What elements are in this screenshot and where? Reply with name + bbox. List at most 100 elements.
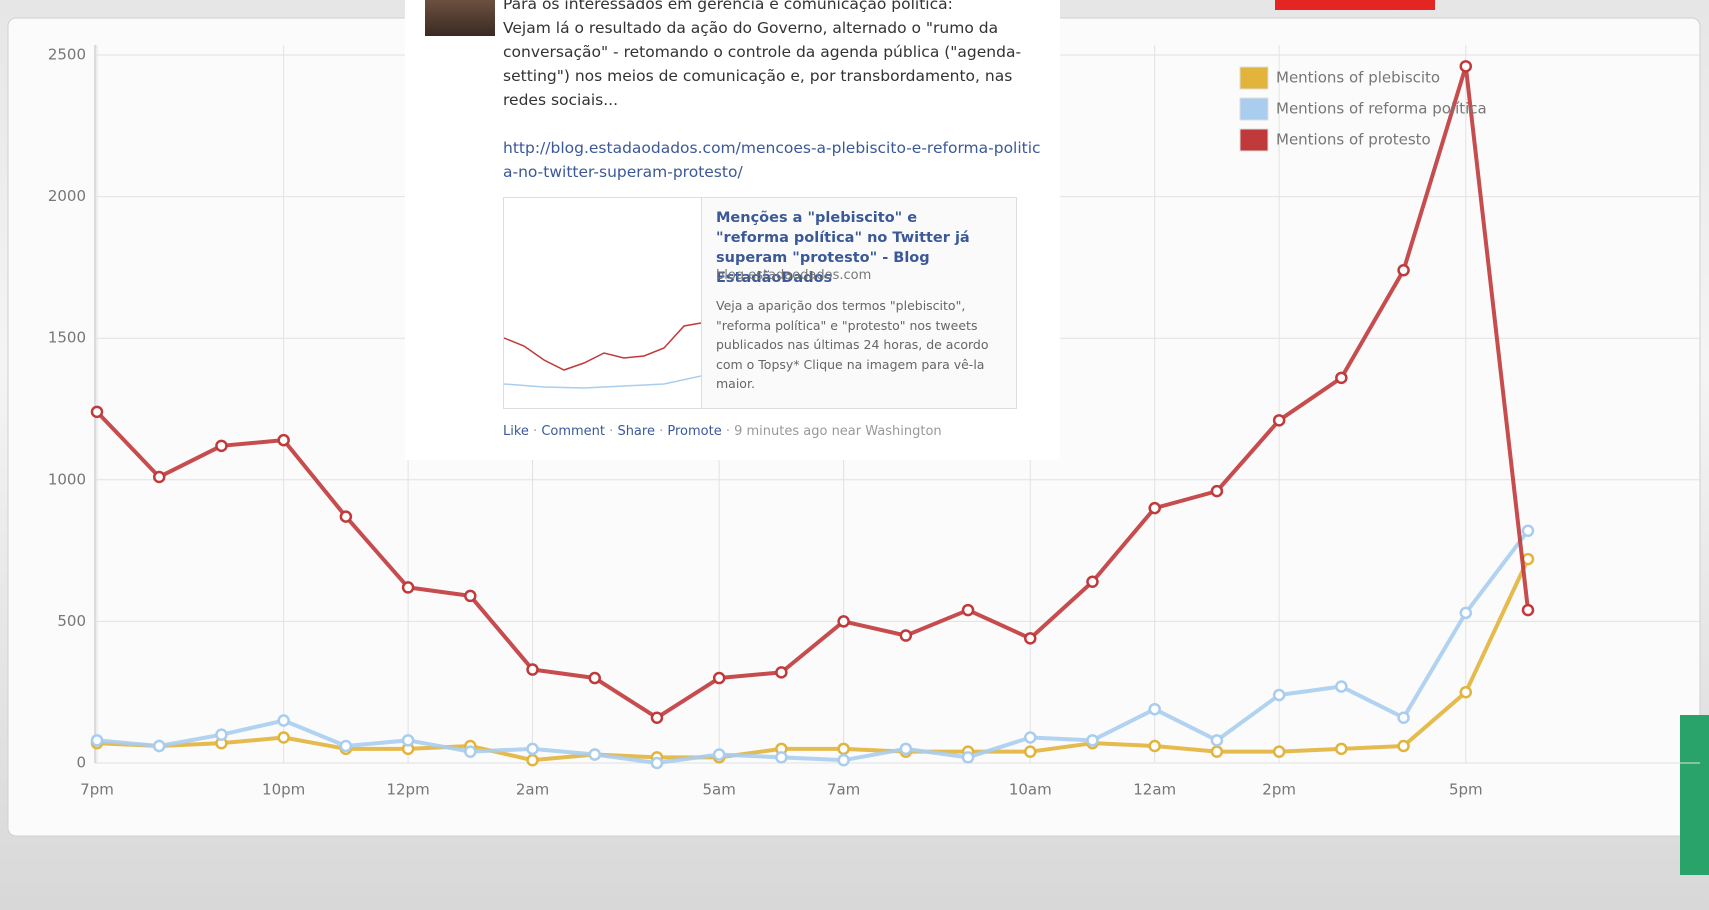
avatar <box>425 0 495 36</box>
data-point <box>277 714 290 727</box>
thumb-line <box>503 322 702 371</box>
decoration <box>1680 715 1709 875</box>
legend-label: Mentions of plebiscito <box>1276 69 1440 87</box>
data-point <box>712 748 726 761</box>
data-point <box>1335 371 1348 385</box>
data-point <box>1024 745 1037 758</box>
data-point <box>775 751 788 764</box>
x-tick-label: 2pm <box>1262 781 1296 799</box>
x-tick-label: 12pm <box>386 781 429 799</box>
post-action[interactable]: Comment <box>541 424 606 439</box>
data-point <box>152 470 166 484</box>
legend-swatch <box>1239 97 1269 121</box>
preview-domain: blog.estadaodados.com <box>716 268 872 283</box>
data-point <box>1024 632 1037 645</box>
data-point <box>1397 263 1410 277</box>
y-tick-label: 2500 <box>48 46 86 64</box>
separator: · <box>605 424 618 439</box>
data-point <box>526 663 539 676</box>
data-point <box>837 615 850 628</box>
legend-swatch <box>1239 128 1269 152</box>
data-point <box>1210 484 1224 498</box>
series-line <box>96 529 1530 765</box>
post-time: 9 minutes ago near Washington <box>734 424 942 439</box>
data-point <box>1272 414 1286 427</box>
post-body: Vejam lá o resultado da ação do Governo,… <box>503 19 1022 109</box>
post-action[interactable]: Promote <box>667 424 722 439</box>
post-intro: Para os interessados em gerência e comun… <box>503 0 953 13</box>
link-preview[interactable]: Menções a "plebiscito" e "reforma políti… <box>503 197 1017 409</box>
data-point <box>526 742 539 756</box>
data-point <box>837 753 850 767</box>
data-point <box>277 731 290 744</box>
series-line <box>95 64 1530 720</box>
data-point <box>152 739 166 753</box>
x-tick-label: 7pm <box>80 781 114 799</box>
data-point <box>961 603 975 617</box>
data-point <box>1148 739 1161 753</box>
y-tick-label: 1000 <box>48 470 86 488</box>
separator: · <box>654 424 668 439</box>
x-tick-label: 7am <box>827 781 860 799</box>
x-tick-label: 2am <box>516 781 549 799</box>
data-point <box>650 756 664 770</box>
data-point <box>775 666 788 679</box>
x-tick-label: 5am <box>702 781 735 799</box>
data-point <box>1521 524 1535 538</box>
data-point <box>464 589 477 603</box>
facebook-post: Para os interessados em gerência e comun… <box>405 0 1060 460</box>
data-point <box>1397 739 1410 753</box>
data-point <box>215 439 228 453</box>
data-point <box>1397 711 1410 724</box>
data-point <box>90 734 104 747</box>
data-point <box>1272 688 1286 702</box>
data-point <box>961 751 975 764</box>
y-tick-label: 0 <box>76 754 86 772</box>
data-point <box>215 728 228 741</box>
legend-label: Mentions of protesto <box>1276 131 1431 149</box>
thumb-line <box>503 375 702 389</box>
data-point <box>712 671 726 685</box>
data-point <box>1024 731 1037 744</box>
legend-swatch <box>1239 66 1269 90</box>
data-point <box>401 734 415 747</box>
data-point <box>899 629 913 642</box>
preview-title: Menções a "plebiscito" e "reforma políti… <box>716 210 970 286</box>
data-point <box>277 433 290 447</box>
data-point <box>650 711 664 724</box>
y-tick-label: 1500 <box>48 329 86 347</box>
data-point <box>526 753 539 767</box>
data-point <box>588 671 601 685</box>
data-point <box>588 748 601 761</box>
x-tick-label: 12am <box>1133 781 1176 799</box>
post-action[interactable]: Like <box>503 424 529 439</box>
data-point <box>1148 501 1161 515</box>
separator: · <box>528 424 542 439</box>
data-point <box>1459 60 1473 73</box>
post-action[interactable]: Share <box>617 424 655 439</box>
post-actions: Like · Comment · Share · Promote · 9 min… <box>503 424 942 439</box>
data-point <box>837 742 850 756</box>
thumbnail-chart <box>503 322 702 389</box>
x-tick-label: 10am <box>1009 781 1052 799</box>
data-point <box>1459 606 1473 620</box>
data-point <box>401 581 415 594</box>
post-link[interactable]: http://blog.estadaodados.com/mencoes-a-p… <box>503 139 1041 181</box>
series-line <box>96 558 1530 763</box>
legend-label: Mentions of reforma política <box>1276 100 1487 118</box>
y-tick-label: 500 <box>57 612 86 630</box>
data-point <box>1086 734 1099 747</box>
decoration <box>1275 0 1435 10</box>
data-point <box>1148 702 1161 716</box>
separator: · <box>721 424 735 439</box>
data-point <box>339 510 353 523</box>
data-point <box>1459 685 1473 699</box>
data-point <box>1335 742 1348 756</box>
data-point <box>1086 575 1099 589</box>
data-point <box>1210 745 1224 758</box>
data-point <box>339 739 353 753</box>
y-tick-label: 2000 <box>48 187 86 205</box>
data-point <box>1335 680 1348 693</box>
data-point <box>464 745 477 758</box>
